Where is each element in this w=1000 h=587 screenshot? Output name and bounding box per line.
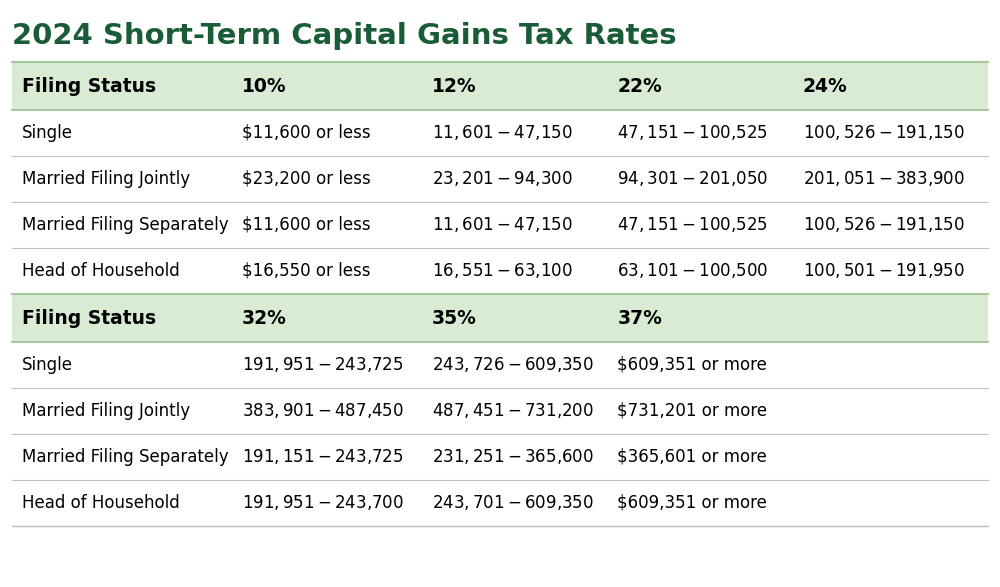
Text: 12%: 12% (432, 76, 477, 96)
Text: $191,951-$243,700: $191,951-$243,700 (242, 494, 404, 512)
Text: $100,526-$191,150: $100,526-$191,150 (803, 215, 965, 234)
Text: $11,601-$47,150: $11,601-$47,150 (432, 123, 573, 143)
Text: $609,351 or more: $609,351 or more (617, 494, 767, 512)
Text: $201,051-$383,900: $201,051-$383,900 (803, 170, 965, 188)
Text: Head of Household: Head of Household (22, 494, 180, 512)
Text: $243,726-$609,350: $243,726-$609,350 (432, 356, 594, 375)
Text: $11,600 or less: $11,600 or less (242, 216, 370, 234)
Text: $731,201 or more: $731,201 or more (617, 402, 767, 420)
Text: Married Filing Separately: Married Filing Separately (22, 448, 229, 466)
Text: Married Filing Separately: Married Filing Separately (22, 216, 229, 234)
Text: Married Filing Jointly: Married Filing Jointly (22, 170, 190, 188)
Text: Single: Single (22, 356, 73, 374)
Text: $383,901-$487,450: $383,901-$487,450 (242, 402, 404, 420)
Text: 37%: 37% (617, 309, 662, 328)
Text: Head of Household: Head of Household (22, 262, 180, 280)
Text: Filing Status: Filing Status (22, 309, 156, 328)
Text: $365,601 or more: $365,601 or more (617, 448, 767, 466)
Text: $100,501-$191,950: $100,501-$191,950 (803, 261, 965, 281)
Text: $231,251-$365,600: $231,251-$365,600 (432, 447, 594, 467)
Text: 2024 Short-Term Capital Gains Tax Rates: 2024 Short-Term Capital Gains Tax Rates (12, 22, 677, 50)
Text: $23,201-$94,300: $23,201-$94,300 (432, 170, 573, 188)
Bar (12, 294, 988, 342)
Text: $47,151-$100,525: $47,151-$100,525 (617, 215, 768, 234)
Text: 10%: 10% (242, 76, 286, 96)
Text: Married Filing Jointly: Married Filing Jointly (22, 402, 190, 420)
Text: $487,451-$731,200: $487,451-$731,200 (432, 402, 594, 420)
Text: 35%: 35% (432, 309, 477, 328)
Bar (12, 342, 988, 388)
Text: $63,101-$100,500: $63,101-$100,500 (617, 261, 769, 281)
Bar (12, 248, 988, 294)
Bar (12, 434, 988, 480)
Text: $16,551-$63,100: $16,551-$63,100 (432, 261, 573, 281)
Text: $191,951-$243,725: $191,951-$243,725 (242, 356, 403, 375)
Text: $11,601-$47,150: $11,601-$47,150 (432, 215, 573, 234)
Text: $100,526-$191,150: $100,526-$191,150 (803, 123, 965, 143)
Text: $47,151-$100,525: $47,151-$100,525 (617, 123, 768, 143)
Bar (12, 110, 988, 156)
Bar (12, 480, 988, 526)
Bar (12, 388, 988, 434)
Text: $23,200 or less: $23,200 or less (242, 170, 370, 188)
Text: 24%: 24% (803, 76, 848, 96)
Text: Single: Single (22, 124, 73, 142)
Text: $191,151-$243,725: $191,151-$243,725 (242, 447, 403, 467)
Text: 32%: 32% (242, 309, 286, 328)
Text: $11,600 or less: $11,600 or less (242, 124, 370, 142)
Text: $16,550 or less: $16,550 or less (242, 262, 370, 280)
Text: $609,351 or more: $609,351 or more (617, 356, 767, 374)
Text: $243,701-$609,350: $243,701-$609,350 (432, 494, 594, 512)
Bar (12, 156, 988, 202)
Bar (12, 62, 988, 110)
Bar (12, 202, 988, 248)
Text: Filing Status: Filing Status (22, 76, 156, 96)
Text: 22%: 22% (617, 76, 662, 96)
Text: $94,301-$201,050: $94,301-$201,050 (617, 170, 769, 188)
